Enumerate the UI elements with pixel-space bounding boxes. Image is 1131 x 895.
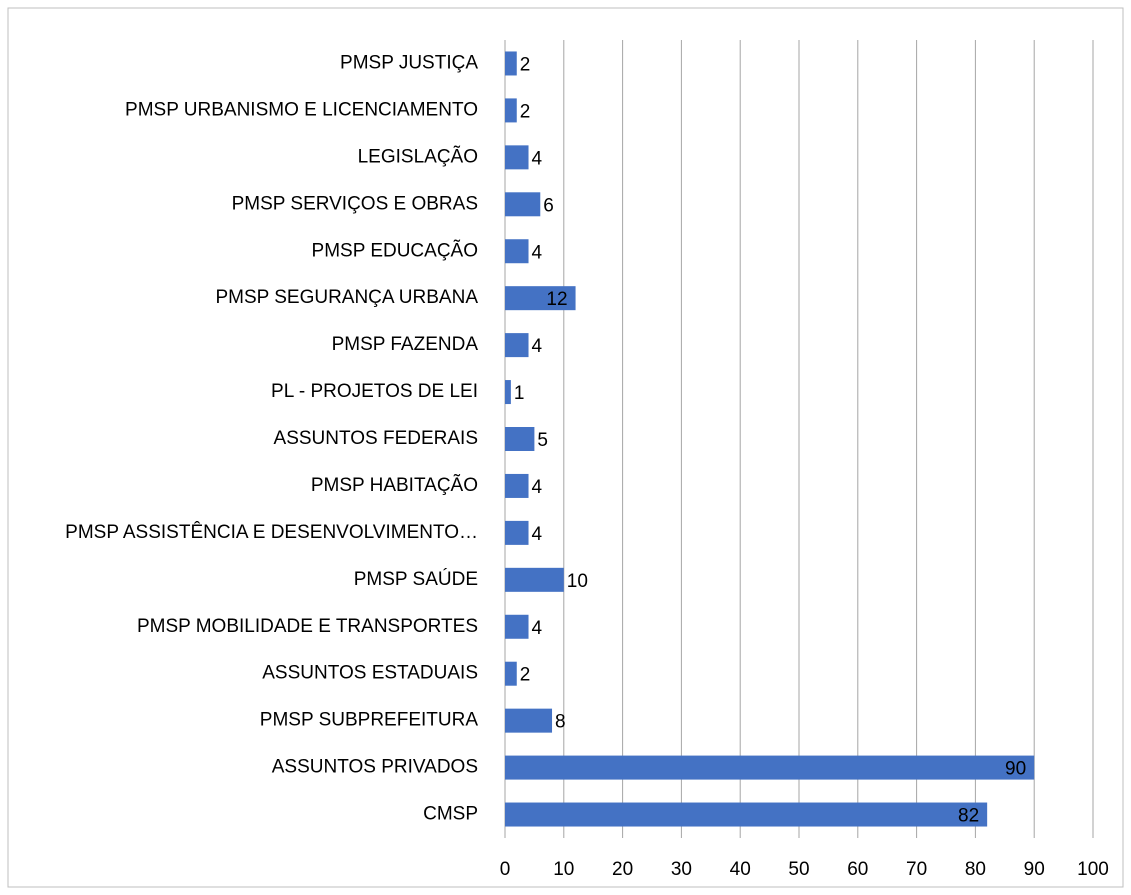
data-label: 2 — [520, 54, 531, 75]
data-label: 6 — [543, 195, 554, 216]
data-label: 1 — [514, 383, 525, 404]
x-tick-label: 60 — [847, 859, 868, 880]
y-tick-label: PMSP SERVIÇOS E OBRAS — [232, 193, 478, 214]
x-tick-label: 100 — [1077, 859, 1109, 880]
x-tick-label: 70 — [906, 859, 927, 880]
bar — [505, 192, 541, 217]
bar — [505, 755, 1035, 780]
y-tick-label: PMSP SUBPREFEITURA — [260, 710, 479, 731]
data-label: 12 — [546, 289, 567, 310]
data-label: 4 — [532, 336, 543, 357]
x-tick-label: 0 — [500, 859, 511, 880]
data-label: 2 — [520, 101, 531, 122]
y-tick-label: PMSP URBANISMO E LICENCIAMENTO — [125, 99, 478, 120]
y-tick-label: ASSUNTOS FEDERAIS — [274, 428, 478, 449]
x-tick-label: 20 — [612, 859, 633, 880]
y-tick-label: ASSUNTOS PRIVADOS — [272, 757, 478, 778]
bar — [505, 708, 553, 733]
chart-frame — [7, 7, 1124, 888]
y-tick-label: PMSP EDUCAÇÃO — [312, 239, 478, 261]
bar — [505, 239, 529, 264]
y-tick-label: PMSP FAZENDA — [332, 334, 479, 355]
x-tick-label: 90 — [1024, 859, 1045, 880]
data-label: 90 — [1005, 759, 1026, 780]
bar — [505, 661, 517, 686]
data-label: 4 — [532, 524, 543, 545]
bar — [505, 333, 529, 358]
data-label: 8 — [555, 712, 566, 733]
data-label: 82 — [958, 806, 979, 827]
y-tick-label: LEGISLAÇÃO — [358, 145, 478, 167]
y-tick-label: PMSP MOBILIDADE E TRANSPORTES — [137, 616, 478, 637]
x-tick-label: 30 — [671, 859, 692, 880]
x-tick-label: 40 — [730, 859, 751, 880]
bar — [505, 98, 517, 123]
y-tick-label: ASSUNTOS ESTADUAIS — [262, 663, 478, 684]
bar — [505, 51, 517, 76]
y-tick-label: PMSP SEGURANÇA URBANA — [215, 287, 478, 308]
bar — [505, 427, 535, 451]
bar — [505, 145, 529, 170]
bar — [505, 614, 529, 639]
bar — [505, 567, 564, 592]
bar — [505, 520, 529, 545]
data-label: 2 — [520, 665, 531, 686]
y-tick-label: PMSP SAÚDE — [354, 568, 478, 590]
data-label: 5 — [537, 430, 548, 451]
data-label: 4 — [532, 148, 543, 169]
x-tick-label: 10 — [553, 859, 574, 880]
x-tick-label: 80 — [965, 859, 986, 880]
y-tick-label: CMSP — [423, 804, 478, 825]
y-tick-label: PMSP JUSTIÇA — [340, 52, 478, 73]
data-label: 4 — [532, 477, 543, 498]
bar — [505, 286, 576, 311]
data-label: 4 — [532, 618, 543, 639]
y-tick-label: PL - PROJETOS DE LEI — [271, 381, 478, 402]
y-tick-label: PMSP ASSISTÊNCIA E DESENVOLVIMENTO… — [65, 521, 478, 543]
data-label: 4 — [532, 242, 543, 263]
bar — [505, 802, 988, 827]
y-tick-label: PMSP HABITAÇÃO — [311, 474, 478, 496]
bar — [505, 380, 511, 405]
data-label: 10 — [567, 571, 588, 592]
x-tick-label: 50 — [788, 859, 809, 880]
bar — [505, 473, 529, 498]
